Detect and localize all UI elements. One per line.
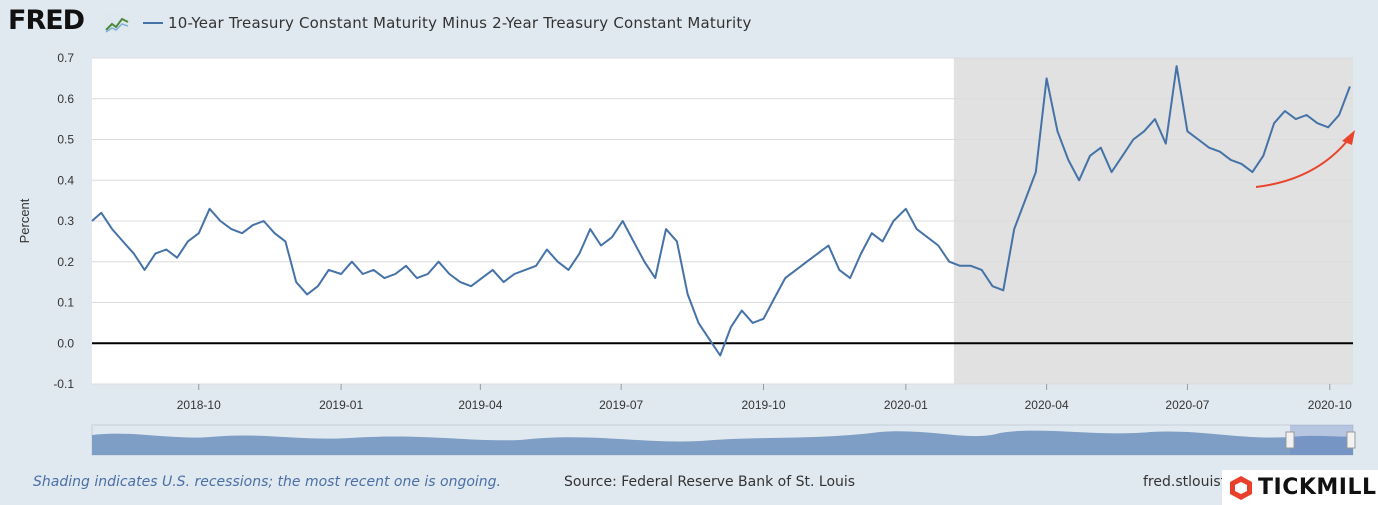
tickmill-wordmark: TICKMILL bbox=[1258, 475, 1377, 500]
annotation-arrowhead bbox=[1342, 130, 1355, 145]
series-line bbox=[91, 65, 1351, 357]
y-tick-label: 0.0 bbox=[57, 336, 74, 350]
y-tick-label: -0.1 bbox=[53, 377, 74, 391]
y-axis-ticks: -0.1 0.0 0.1 0.2 0.3 0.4 0.5 0.6 0.7 bbox=[53, 51, 74, 391]
fred-chart-icon bbox=[104, 13, 130, 33]
source-credit: Source: Federal Reserve Bank of St. Loui… bbox=[564, 474, 856, 490]
x-tick-label: 2019-07 bbox=[599, 398, 643, 412]
navigator-right-handle[interactable] bbox=[1346, 431, 1356, 449]
y-axis-label: Percent bbox=[17, 198, 32, 243]
x-tick-label: 2020-04 bbox=[1025, 398, 1069, 412]
fred-logo: FRED bbox=[8, 5, 85, 36]
y-tick-label: 0.5 bbox=[57, 133, 74, 147]
y-tick-label: 0.2 bbox=[57, 255, 74, 269]
x-tick-label: 2019-04 bbox=[458, 398, 502, 412]
navigator-left-handle[interactable] bbox=[1285, 431, 1295, 449]
x-axis-ticks: 2018-10 2019-01 2019-04 2019-07 2019-10 2020-… bbox=[177, 384, 1352, 412]
y-tick-label: 0.4 bbox=[57, 173, 74, 187]
legend-label[interactable]: 10-Year Treasury Constant Maturity Minus… bbox=[168, 14, 752, 32]
tickmill-watermark: TICKMILL bbox=[1222, 470, 1378, 505]
x-tick-label: 2020-10 bbox=[1308, 398, 1352, 412]
y-tick-label: 0.7 bbox=[57, 51, 74, 65]
x-tick-label: 2019-10 bbox=[741, 398, 785, 412]
legend-swatch bbox=[143, 22, 163, 24]
navigator-area bbox=[92, 430, 1353, 455]
line-chart: -0.1 0.0 0.1 0.2 0.3 0.4 0.5 0.6 0.7 2018-10 2019… bbox=[17, 51, 1356, 456]
x-tick-label: 2019-01 bbox=[319, 398, 363, 412]
range-navigator[interactable] bbox=[91, 424, 1356, 456]
x-tick-label: 2020-01 bbox=[884, 398, 928, 412]
tickmill-hexagon-icon bbox=[1230, 476, 1252, 500]
x-tick-label: 2018-10 bbox=[177, 398, 221, 412]
recession-note: Shading indicates U.S. recessions; the m… bbox=[33, 474, 502, 490]
y-tick-label: 0.3 bbox=[57, 214, 74, 228]
navigator-selection[interactable] bbox=[1290, 425, 1353, 455]
fred-url-link[interactable]: fred.stlouisf bbox=[1143, 474, 1226, 490]
annotation-arrow bbox=[1255, 139, 1349, 188]
y-tick-label: 0.1 bbox=[57, 296, 74, 310]
y-tick-label: 0.6 bbox=[57, 92, 74, 106]
x-tick-label: 2020-07 bbox=[1165, 398, 1209, 412]
